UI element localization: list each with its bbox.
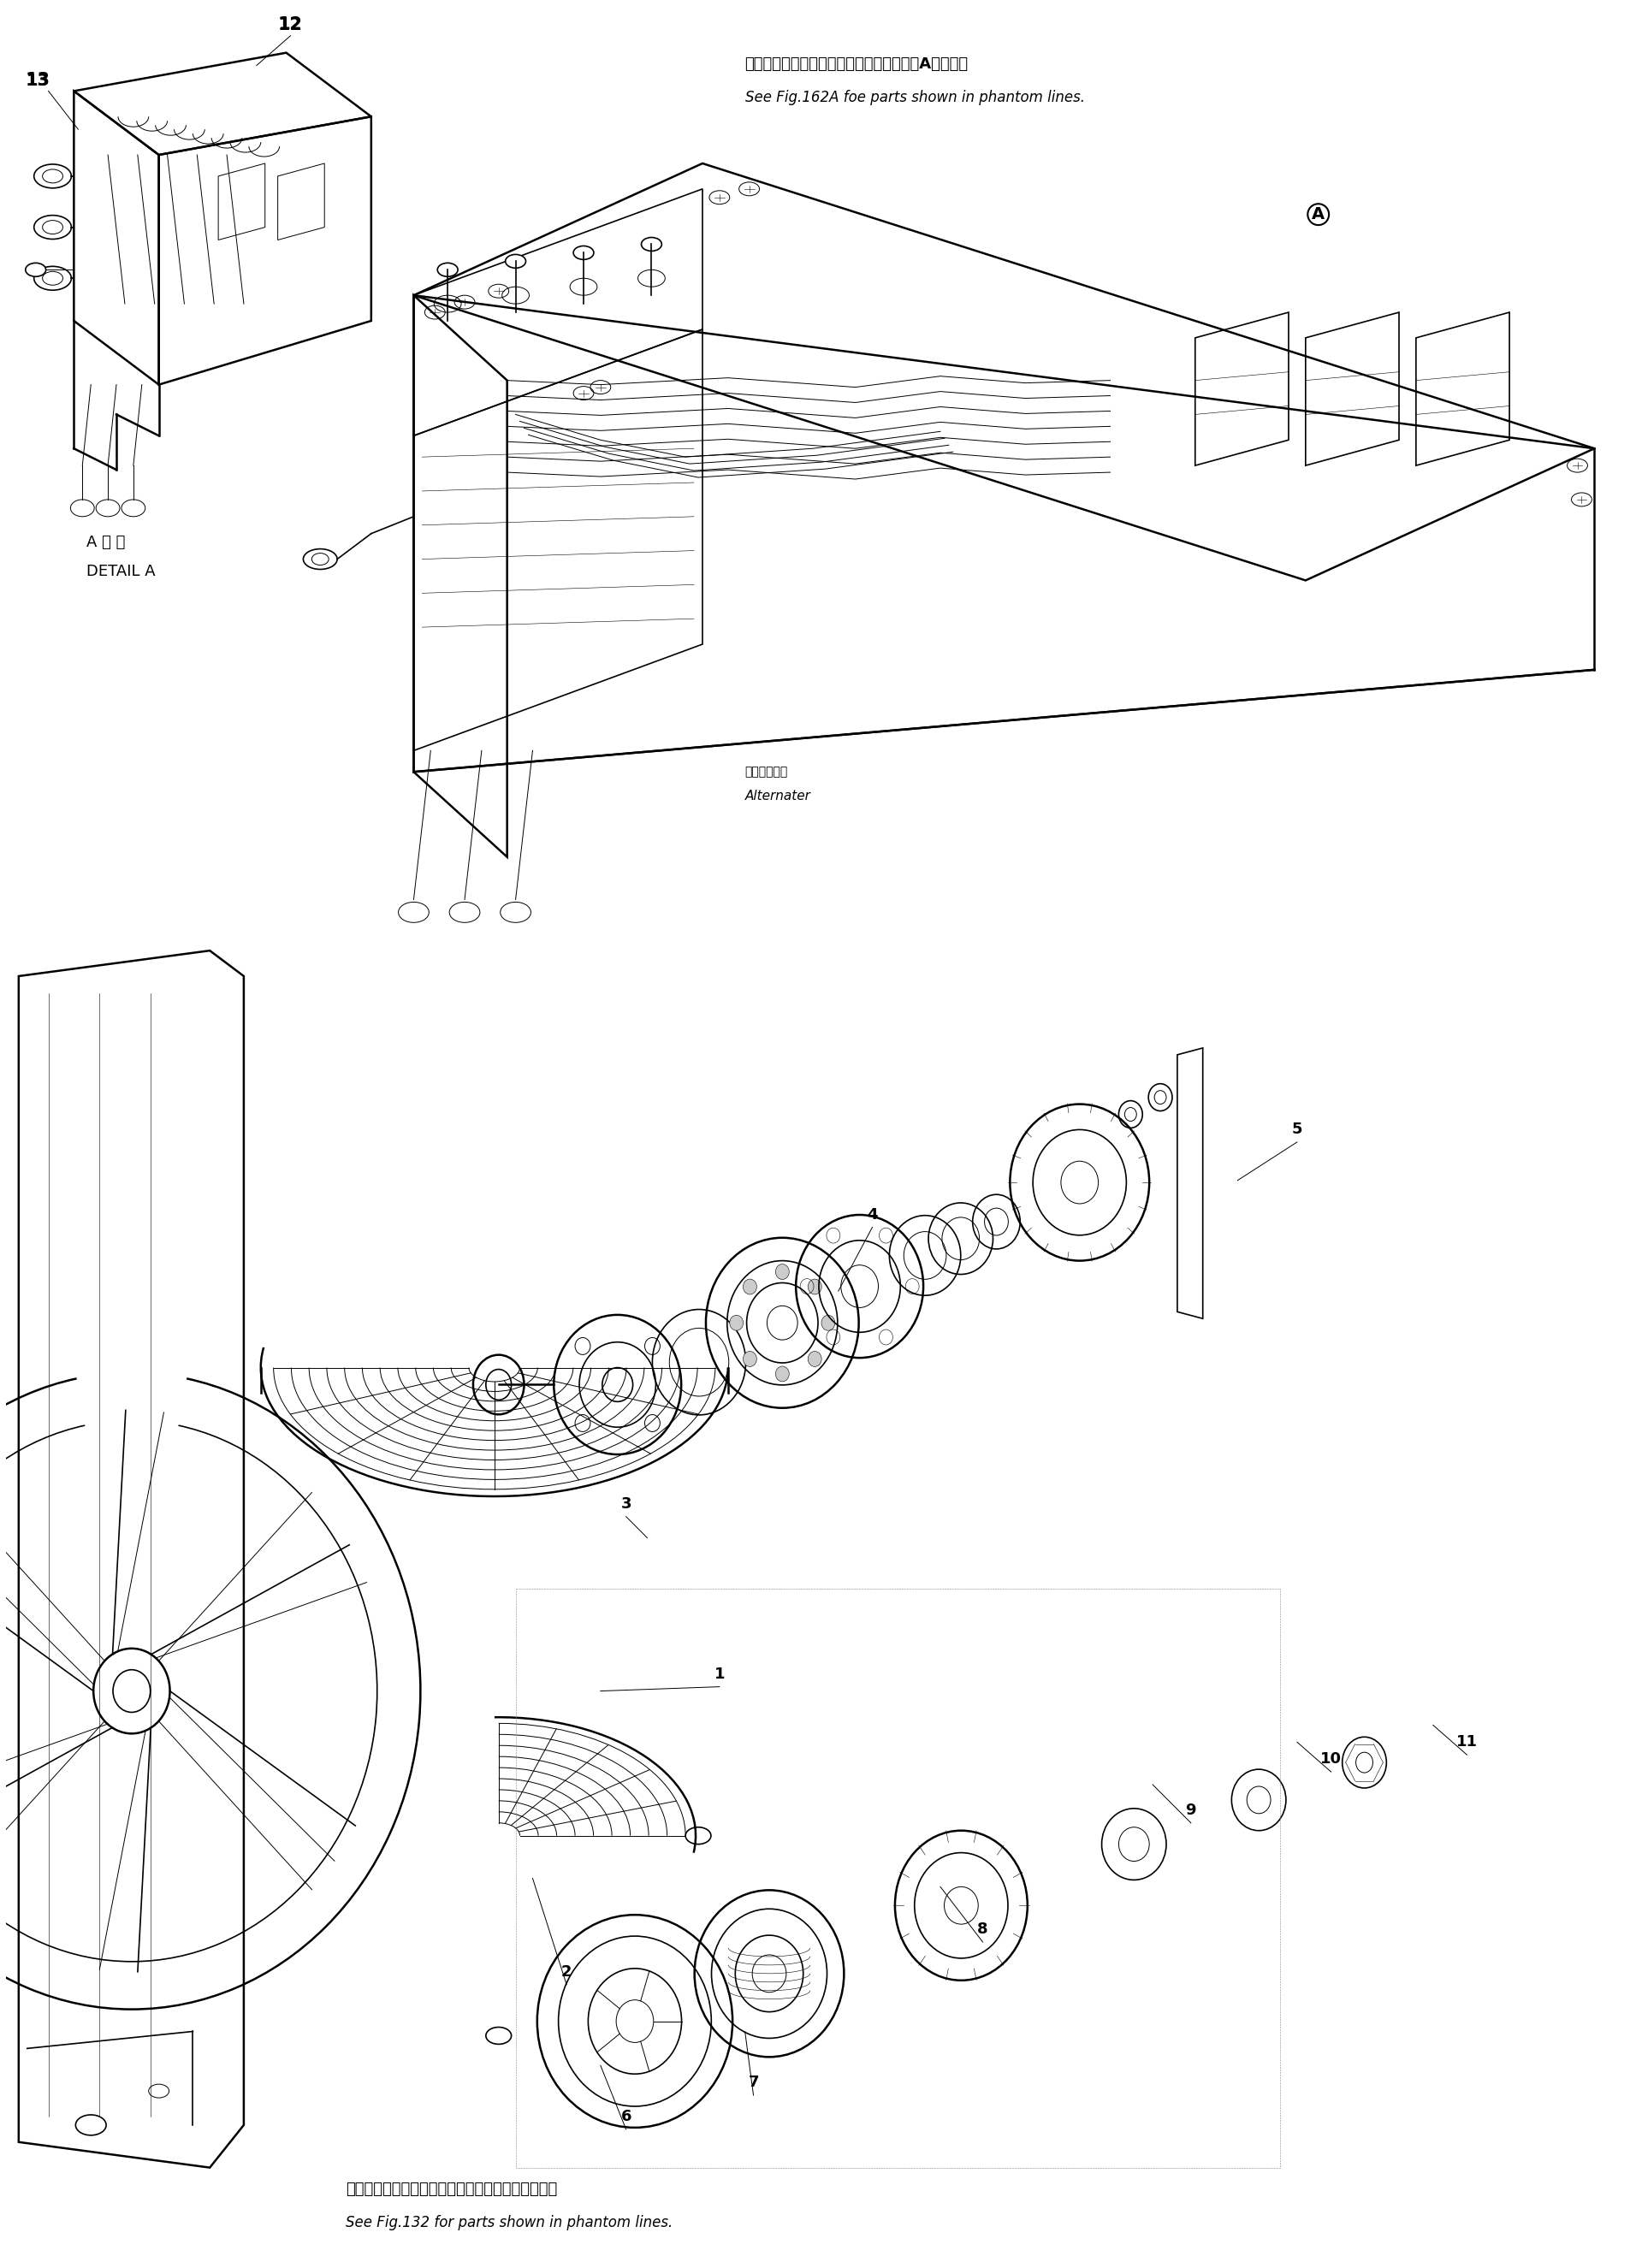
Text: 6: 6 — [620, 2109, 631, 2125]
Ellipse shape — [506, 254, 525, 268]
Text: 7: 7 — [748, 2075, 759, 2091]
Ellipse shape — [437, 263, 458, 277]
Text: 3: 3 — [620, 1497, 631, 1510]
Ellipse shape — [821, 1315, 834, 1331]
Text: 12: 12 — [278, 16, 303, 32]
Text: 13: 13 — [26, 73, 51, 88]
Text: 2: 2 — [561, 1964, 573, 1980]
Ellipse shape — [573, 245, 594, 259]
Ellipse shape — [743, 1352, 757, 1368]
Text: 11: 11 — [1456, 1735, 1477, 1751]
Text: 4: 4 — [867, 1207, 877, 1222]
Text: 8: 8 — [977, 1921, 988, 1937]
Text: 13: 13 — [26, 73, 49, 88]
Text: See Fig.132 for parts shown in phantom lines.: See Fig.132 for parts shown in phantom l… — [345, 2216, 672, 2232]
Text: DETAIL A: DETAIL A — [87, 565, 155, 581]
Text: A 詳 細: A 詳 細 — [87, 535, 126, 549]
Text: オルタネータ: オルタネータ — [744, 767, 789, 778]
Text: 細線で示してある部品については第１６２A図参照．: 細線で示してある部品については第１６２A図参照． — [744, 57, 969, 73]
Text: A: A — [1312, 206, 1325, 222]
Text: See Fig.162A foe parts shown in phantom lines.: See Fig.162A foe parts shown in phantom … — [744, 91, 1085, 107]
Ellipse shape — [775, 1263, 789, 1279]
Ellipse shape — [808, 1279, 821, 1295]
Ellipse shape — [730, 1315, 743, 1331]
Ellipse shape — [26, 263, 46, 277]
Ellipse shape — [641, 238, 661, 252]
Text: 5: 5 — [1292, 1123, 1302, 1136]
Ellipse shape — [93, 1649, 170, 1733]
Text: 細線で示してある部品については第１３２図参照．: 細線で示してある部品については第１３２図参照． — [345, 2182, 558, 2198]
Ellipse shape — [743, 1279, 757, 1295]
Text: 9: 9 — [1186, 1803, 1196, 1819]
Text: 10: 10 — [1320, 1751, 1342, 1767]
Ellipse shape — [775, 1365, 789, 1381]
Text: Alternater: Alternater — [744, 789, 811, 803]
Ellipse shape — [808, 1352, 821, 1368]
Text: 1: 1 — [715, 1667, 725, 1681]
Text: 12: 12 — [278, 16, 303, 34]
